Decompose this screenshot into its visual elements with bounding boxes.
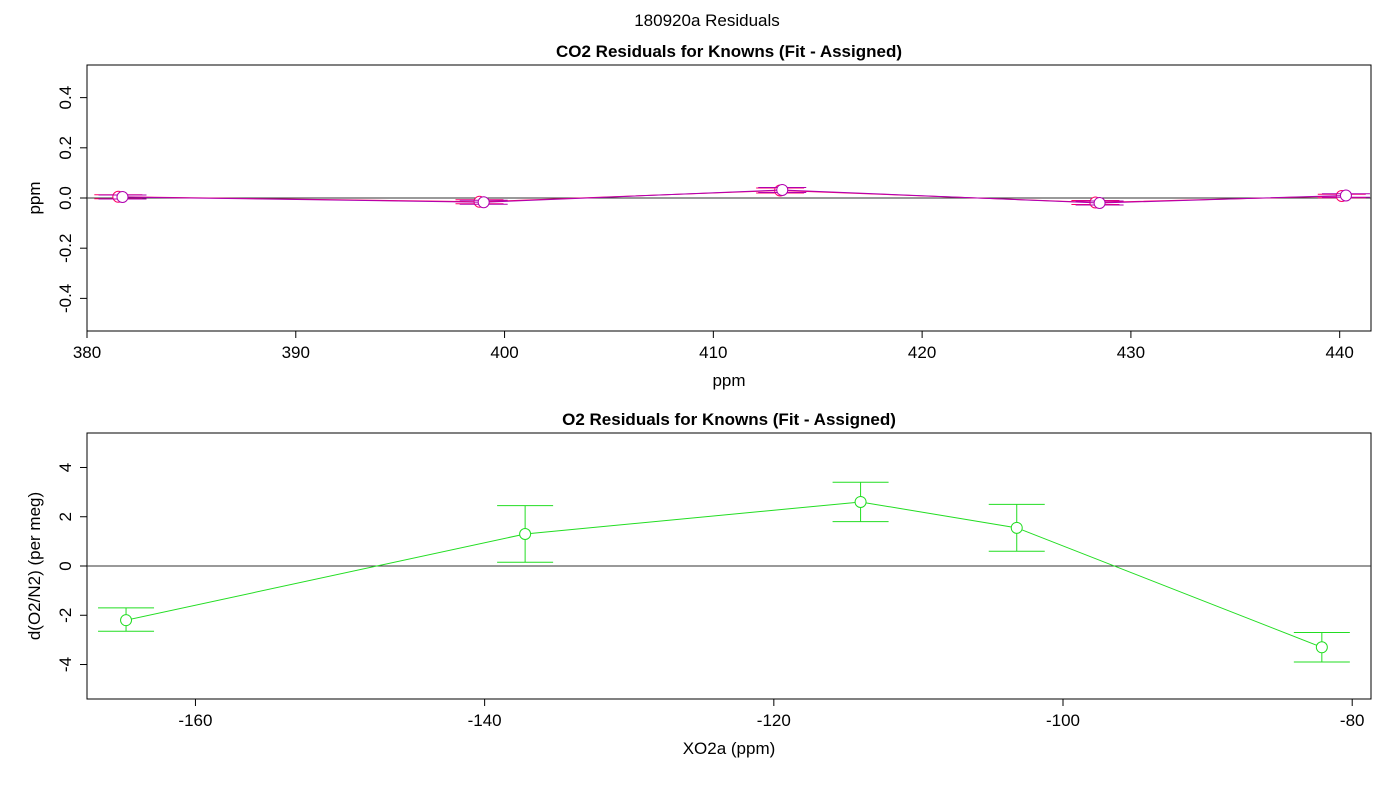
data-point bbox=[477, 196, 490, 209]
x-tick-label: -140 bbox=[468, 711, 502, 730]
y-tick-label: -4 bbox=[56, 657, 75, 672]
data-point bbox=[1315, 641, 1328, 654]
x-tick-label: -120 bbox=[757, 711, 791, 730]
data-point bbox=[1010, 521, 1023, 534]
y-tick-label: 0 bbox=[56, 561, 75, 570]
data-point bbox=[116, 190, 129, 203]
y-tick-label: 0.2 bbox=[56, 136, 75, 160]
data-point bbox=[519, 527, 532, 540]
x-tick-label: -80 bbox=[1340, 711, 1365, 730]
panel-title: CO2 Residuals for Knowns (Fit - Assigned… bbox=[556, 42, 902, 61]
data-point bbox=[1093, 197, 1106, 210]
y-tick-label: 0.4 bbox=[56, 86, 75, 110]
x-tick-label: 390 bbox=[282, 343, 310, 362]
y-axis-label: d(O2/N2) (per meg) bbox=[25, 492, 44, 640]
data-point bbox=[776, 183, 789, 196]
x-axis-label: XO2a (ppm) bbox=[683, 739, 776, 758]
y-tick-label: 4 bbox=[56, 463, 75, 472]
y-tick-label: 0.0 bbox=[56, 186, 75, 210]
x-tick-label: 400 bbox=[490, 343, 518, 362]
x-tick-label: -100 bbox=[1046, 711, 1080, 730]
y-axis-label: ppm bbox=[25, 181, 44, 214]
y-tick-label: -2 bbox=[56, 608, 75, 623]
x-tick-label: 430 bbox=[1117, 343, 1145, 362]
x-tick-label: 380 bbox=[73, 343, 101, 362]
series-line bbox=[125, 501, 1323, 648]
series-line bbox=[122, 189, 1346, 204]
o2-residuals-panel: O2 Residuals for Knowns (Fit - Assigned)… bbox=[25, 410, 1372, 758]
x-axis-label: ppm bbox=[712, 371, 745, 390]
co2-residuals-panel: CO2 Residuals for Knowns (Fit - Assigned… bbox=[25, 42, 1372, 390]
x-tick-label: 410 bbox=[699, 343, 727, 362]
panel-title: O2 Residuals for Knowns (Fit - Assigned) bbox=[562, 410, 896, 429]
y-tick-label: -0.4 bbox=[56, 284, 75, 313]
data-point bbox=[120, 614, 133, 627]
x-tick-label: -160 bbox=[178, 711, 212, 730]
y-tick-label: -0.2 bbox=[56, 234, 75, 263]
data-point bbox=[1339, 189, 1352, 202]
figure-title: 180920a Residuals bbox=[634, 11, 780, 30]
x-tick-label: 420 bbox=[908, 343, 936, 362]
y-tick-label: 2 bbox=[56, 512, 75, 521]
x-tick-label: 440 bbox=[1325, 343, 1353, 362]
data-point bbox=[854, 495, 867, 508]
